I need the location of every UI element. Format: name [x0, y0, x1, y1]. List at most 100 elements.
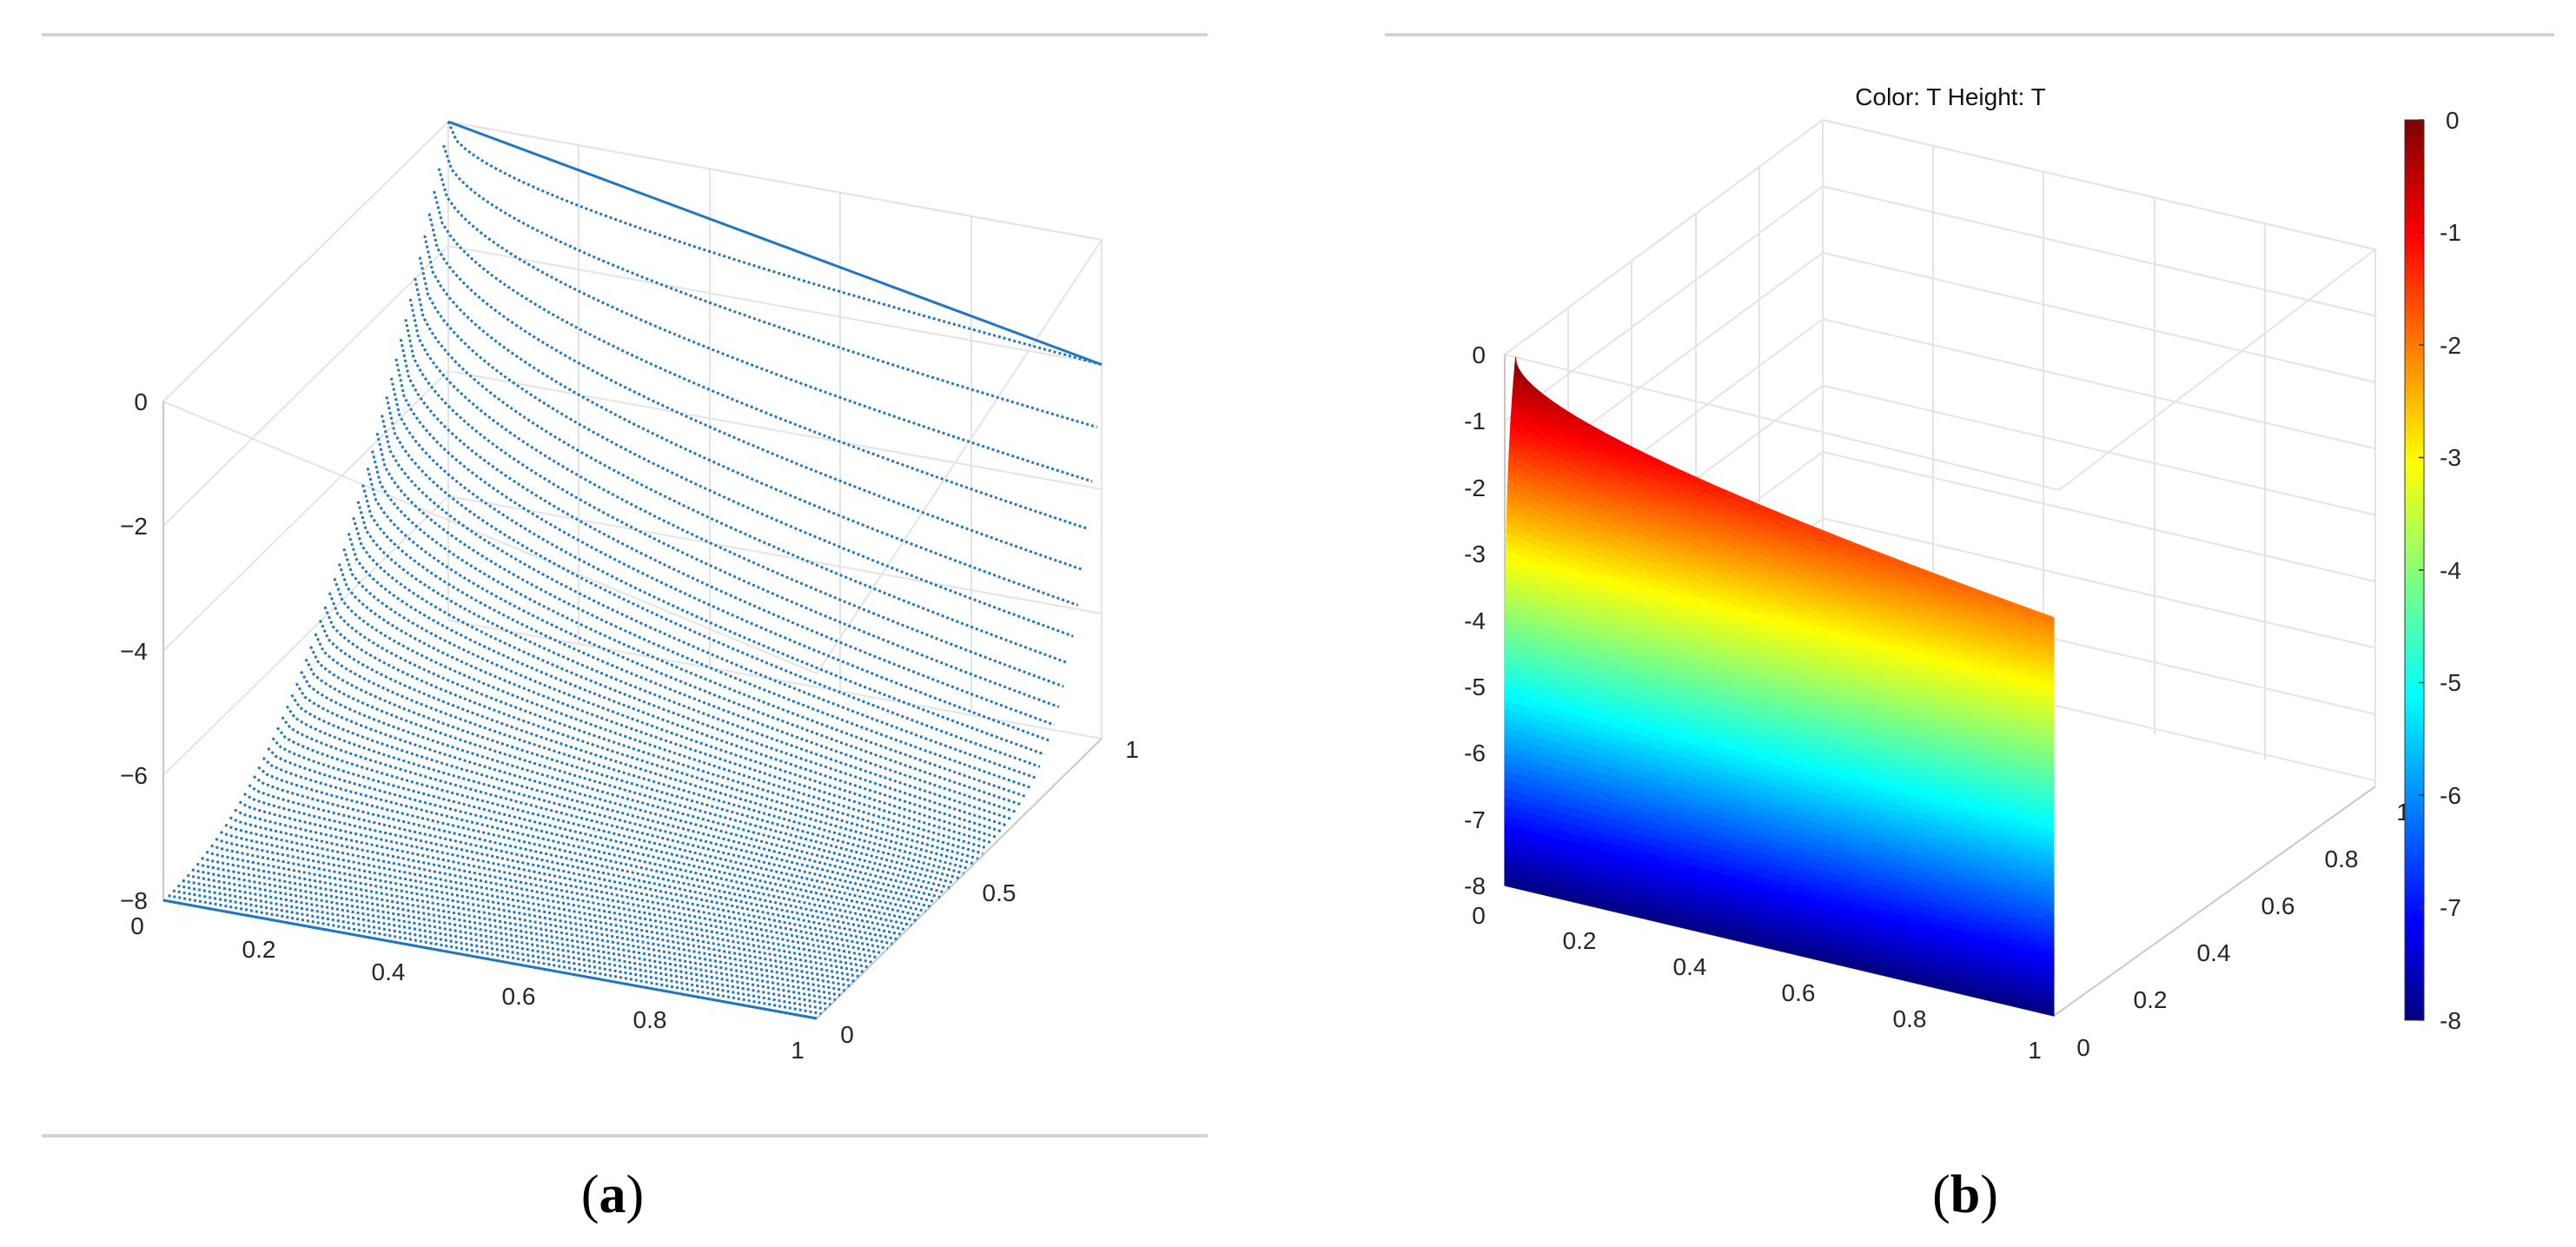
x-tick: 0.4	[1673, 953, 1707, 980]
caption-letter: b	[1950, 1165, 1980, 1224]
scatter-curve	[447, 121, 1103, 366]
scatter-curve	[290, 693, 945, 894]
grid-line	[1504, 119, 1824, 355]
panel-b: Color: T Height: T 0 -1 -2 -3	[1385, 33, 2554, 1224]
scatter-curve	[375, 432, 1031, 789]
surface-patch	[2030, 608, 2055, 625]
scatter-curve	[414, 277, 1069, 665]
scatter-curve	[238, 800, 893, 945]
scatter-curve	[385, 396, 1041, 768]
scatter-curve	[319, 620, 974, 866]
grid-line	[1822, 451, 2376, 582]
scatter-curve	[281, 716, 937, 904]
z-tick: 0	[134, 388, 148, 415]
x-tick: 1	[791, 1037, 805, 1064]
scatter-curve	[228, 816, 884, 955]
y-tick: 0.6	[2261, 892, 2295, 919]
scatter-curve	[323, 606, 979, 860]
scatter-curve	[347, 533, 1003, 833]
scatter-curve	[442, 144, 1097, 428]
z-tick: -8	[1464, 872, 1486, 899]
grid-line	[1822, 517, 2376, 649]
scatter-curve	[267, 746, 922, 918]
z-tick: -3	[1464, 541, 1486, 567]
scatter-curve	[437, 168, 1093, 483]
scatter-edge	[162, 899, 818, 1020]
grid-line	[1822, 251, 2376, 383]
scatter-curve	[328, 592, 983, 855]
scatter-curve	[201, 857, 855, 983]
x-tick: 0.2	[1563, 927, 1597, 954]
scatter-curve	[404, 318, 1060, 708]
scatter-curve	[187, 873, 841, 997]
scatter-curve	[352, 516, 1008, 827]
scatter-curve	[356, 501, 1012, 820]
panel-a-scatter-series	[162, 120, 1103, 1020]
x-tick: 0.6	[1782, 979, 1816, 1006]
scatter-curve	[234, 808, 889, 950]
scatter-curve	[389, 377, 1045, 756]
z-tick: -2	[1464, 474, 1486, 501]
z-tick: −8	[120, 887, 148, 914]
scatter-curve	[257, 766, 912, 927]
colorbar: 0 -1 -2 -3 -4 -5 -6 -7 -8	[2404, 107, 2461, 1034]
y-tick: 0.5	[983, 879, 1016, 906]
colorbar-tick: -4	[2440, 557, 2461, 584]
y-tick: 0.4	[2197, 939, 2231, 966]
x-tick: 0.4	[372, 958, 406, 985]
x-tick: 0.2	[242, 936, 276, 963]
z-tick: −4	[120, 638, 148, 665]
colorbar-tick: -5	[2440, 669, 2461, 696]
scatter-curve	[276, 726, 931, 908]
z-tick: -5	[1464, 673, 1486, 700]
z-tick: -4	[1464, 607, 1486, 634]
x-tick: 0.8	[1893, 1005, 1927, 1032]
z-tick: -1	[1464, 408, 1486, 434]
scatter-curve	[427, 213, 1083, 571]
scatter-curve	[394, 358, 1050, 742]
colorbar-tick: 0	[2446, 107, 2460, 134]
panel-b-y-ticks: 0 0.2 0.4 0.6 0.8 1	[2076, 799, 2410, 1061]
colorbar-tick: -6	[2440, 782, 2461, 809]
z-tick: −6	[120, 762, 148, 789]
panel-b-x-ticks: 0 0.2 0.4 0.6 0.8 1	[1472, 902, 2042, 1064]
colorbar-tick: -3	[2440, 444, 2461, 471]
scatter-curve	[304, 658, 960, 880]
scatter-curve	[168, 894, 822, 1016]
scatter-curve	[262, 756, 917, 922]
grid-line	[1822, 185, 2376, 317]
z-tick: −2	[120, 513, 148, 540]
scatter-curve	[205, 850, 860, 978]
scatter-curve	[381, 415, 1036, 779]
scatter-curve	[172, 889, 827, 1011]
scatter-edge	[447, 120, 1103, 366]
panel-b-caption: (b)	[1932, 1165, 1998, 1224]
scatter-curve	[220, 831, 874, 965]
scatter-curve	[295, 682, 950, 889]
panel-a-z-ticks: 0 −2 −4 −6 −8	[120, 388, 148, 914]
colorbar-tick: -7	[2440, 894, 2461, 921]
grid-line	[1822, 318, 2376, 450]
scatter-curve	[182, 879, 837, 1001]
z-tick: -6	[1464, 740, 1486, 766]
panel-b-z-ticks: 0 -1 -2 -3 -4 -5 -6 -7 -8	[1464, 342, 1486, 899]
scatter-curve	[195, 862, 851, 987]
scatter-curve	[243, 792, 898, 941]
scatter-curve	[224, 823, 879, 959]
scatter-curve	[418, 256, 1074, 638]
scatter-curve	[366, 468, 1022, 806]
x-tick: 0	[1472, 902, 1486, 929]
x-tick: 0	[130, 912, 144, 939]
scatter-curve	[342, 547, 998, 839]
scatter-curve	[191, 868, 846, 992]
scatter-curve	[333, 577, 989, 850]
panel-a: 0 −2 −4 −6 −8 0 0.2 0.4 0.6 0.8 1 0 0.5 …	[42, 33, 1208, 1224]
scatter-curve	[252, 775, 908, 932]
scatter-curve	[248, 784, 903, 936]
scatter-curve	[399, 338, 1055, 726]
scatter-curve	[210, 844, 864, 973]
scatter-curve	[215, 837, 870, 969]
y-tick: 1	[1125, 736, 1139, 763]
scatter-curve	[300, 670, 955, 885]
